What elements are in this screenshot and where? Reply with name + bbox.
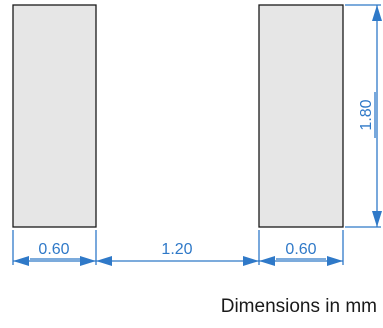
bottom-extension-lines [12,230,344,265]
dimension-label-left-width: 0.60 [38,241,69,258]
right-extension-lines [345,4,381,228]
dimension-label-gap: 1.20 [161,241,192,258]
dimension-label-right-width: 0.60 [285,241,316,258]
left-pad [12,4,97,228]
dimension-right-pad-width: 0.60 [259,241,343,266]
right-pad [258,4,344,228]
dimension-pad-height: 1.80 [358,5,382,227]
units-caption: Dimensions in mm [220,296,377,317]
dimension-gap: 1.20 [96,241,259,266]
dimension-left-pad-width: 0.60 [13,241,96,266]
dimension-label-height: 1.80 [358,99,375,130]
